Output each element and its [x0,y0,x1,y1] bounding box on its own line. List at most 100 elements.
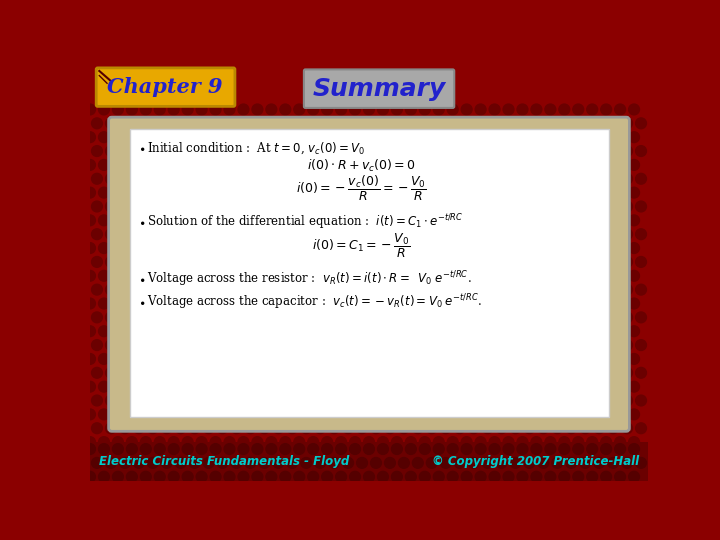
Circle shape [106,229,117,240]
Circle shape [545,471,556,482]
Circle shape [154,381,165,392]
Circle shape [475,104,486,115]
Circle shape [294,159,305,170]
Circle shape [364,271,374,281]
Circle shape [307,298,319,309]
Circle shape [252,471,263,482]
Circle shape [503,215,514,226]
Circle shape [545,215,556,226]
Circle shape [559,132,570,143]
Circle shape [587,132,598,143]
Circle shape [462,409,472,420]
Circle shape [148,340,158,350]
Circle shape [301,395,312,406]
Circle shape [203,367,214,378]
Circle shape [266,104,276,115]
Circle shape [224,187,235,198]
Circle shape [419,271,431,281]
Circle shape [510,423,521,434]
Circle shape [196,187,207,198]
Circle shape [127,104,138,115]
Circle shape [120,457,130,468]
Circle shape [273,256,284,267]
Circle shape [315,457,325,468]
Bar [130,130,609,417]
Circle shape [580,284,590,295]
Circle shape [84,132,96,143]
Circle shape [377,437,388,448]
Circle shape [454,173,465,184]
Circle shape [636,423,647,434]
Circle shape [447,187,458,198]
Circle shape [384,395,395,406]
Circle shape [91,229,102,240]
Circle shape [91,284,102,295]
Circle shape [377,381,388,392]
Circle shape [629,104,639,115]
Circle shape [573,444,584,455]
Circle shape [573,298,584,309]
Circle shape [413,229,423,240]
Circle shape [273,201,284,212]
Circle shape [573,471,584,482]
Circle shape [377,104,388,115]
Circle shape [636,173,647,184]
Circle shape [419,242,431,253]
Circle shape [84,271,96,281]
Circle shape [482,395,493,406]
Circle shape [203,312,214,323]
Circle shape [175,423,186,434]
Circle shape [454,367,465,378]
Circle shape [329,340,340,350]
Circle shape [364,471,374,482]
Circle shape [350,326,361,336]
Circle shape [524,312,535,323]
Circle shape [384,173,395,184]
Circle shape [524,229,535,240]
Circle shape [482,201,493,212]
Circle shape [99,381,109,392]
Circle shape [196,326,207,336]
Circle shape [196,354,207,364]
Circle shape [91,118,102,129]
Circle shape [398,229,409,240]
Circle shape [106,256,117,267]
Circle shape [392,132,402,143]
Circle shape [322,132,333,143]
Circle shape [140,444,151,455]
Circle shape [594,201,605,212]
Circle shape [120,256,130,267]
Circle shape [629,159,639,170]
Circle shape [636,284,647,295]
Circle shape [371,146,382,157]
Circle shape [259,173,270,184]
Circle shape [259,395,270,406]
Circle shape [356,457,367,468]
Circle shape [531,132,542,143]
Circle shape [462,271,472,281]
Circle shape [608,256,618,267]
Circle shape [161,118,172,129]
Circle shape [580,395,590,406]
Circle shape [462,187,472,198]
Circle shape [482,118,493,129]
Circle shape [148,423,158,434]
Circle shape [273,229,284,240]
Circle shape [252,354,263,364]
Circle shape [426,146,437,157]
Circle shape [371,423,382,434]
Circle shape [392,104,402,115]
Circle shape [343,118,354,129]
Circle shape [329,284,340,295]
Circle shape [600,437,611,448]
Circle shape [203,229,214,240]
Circle shape [573,104,584,115]
Circle shape [112,104,123,115]
Circle shape [433,381,444,392]
FancyBboxPatch shape [109,117,629,431]
Circle shape [587,444,598,455]
Circle shape [266,444,276,455]
Circle shape [127,381,138,392]
Circle shape [392,159,402,170]
Circle shape [245,284,256,295]
